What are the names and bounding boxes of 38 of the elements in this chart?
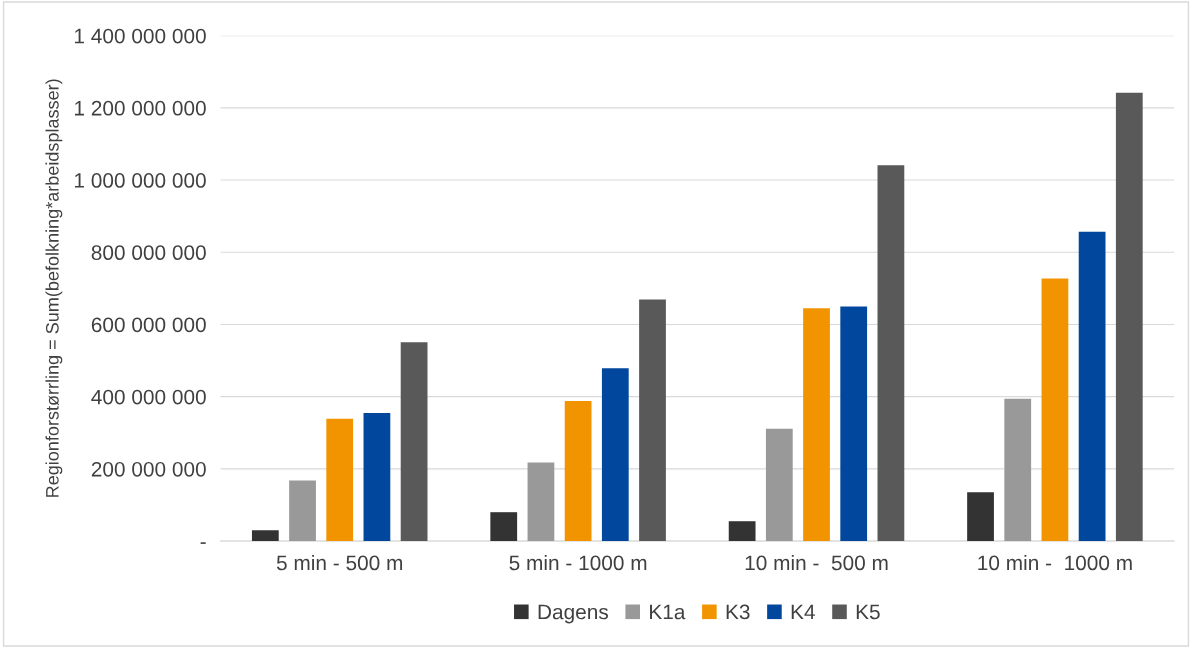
bar	[490, 512, 518, 542]
x-tick-label: 10 min - 1000 m	[978, 554, 1132, 571]
bar	[251, 530, 279, 542]
y-tick-label: 600 000 000	[91, 317, 206, 333]
bar	[400, 342, 428, 542]
x-tick-label: 5 min - 500 m	[276, 554, 403, 571]
bar	[1004, 398, 1032, 542]
legend-label: K3	[726, 604, 750, 620]
y-tick-label: 800 000 000	[91, 245, 206, 261]
x-tick-label: 10 min - 500 m	[745, 554, 888, 571]
y-tick-label: 1 400 000 000	[75, 28, 206, 44]
bar	[803, 308, 830, 542]
bar	[1041, 278, 1069, 542]
y-tick-label: 200 000 000	[91, 461, 206, 477]
bar	[527, 462, 555, 542]
bar	[1078, 231, 1106, 542]
bar	[877, 165, 905, 542]
y-axis-title: Regionforstørrling = Sum(befolkning*arbeidsplasser)	[45, 79, 63, 497]
bar	[564, 401, 592, 542]
bar	[326, 418, 354, 542]
legend-label: K4	[791, 604, 815, 620]
bar	[289, 480, 316, 542]
y-tick-label: 1 200 000 000	[75, 100, 206, 116]
y-tick-label: 1 000 000 000	[75, 173, 206, 188]
x-tick-label: 5 min - 1000 m	[509, 554, 647, 571]
bar	[601, 368, 629, 542]
bar	[840, 306, 868, 542]
bar	[1115, 92, 1143, 542]
legend-label: K5	[856, 604, 880, 620]
bar	[728, 521, 756, 542]
legend-label: Dagens	[538, 604, 609, 624]
y-tick-label: 400 000 000	[91, 389, 206, 405]
bar	[639, 299, 666, 542]
bar	[765, 428, 793, 542]
bar	[363, 412, 391, 542]
y-tick-label: -	[200, 542, 206, 544]
legend-label: K1a	[650, 604, 686, 620]
bar	[967, 492, 994, 542]
